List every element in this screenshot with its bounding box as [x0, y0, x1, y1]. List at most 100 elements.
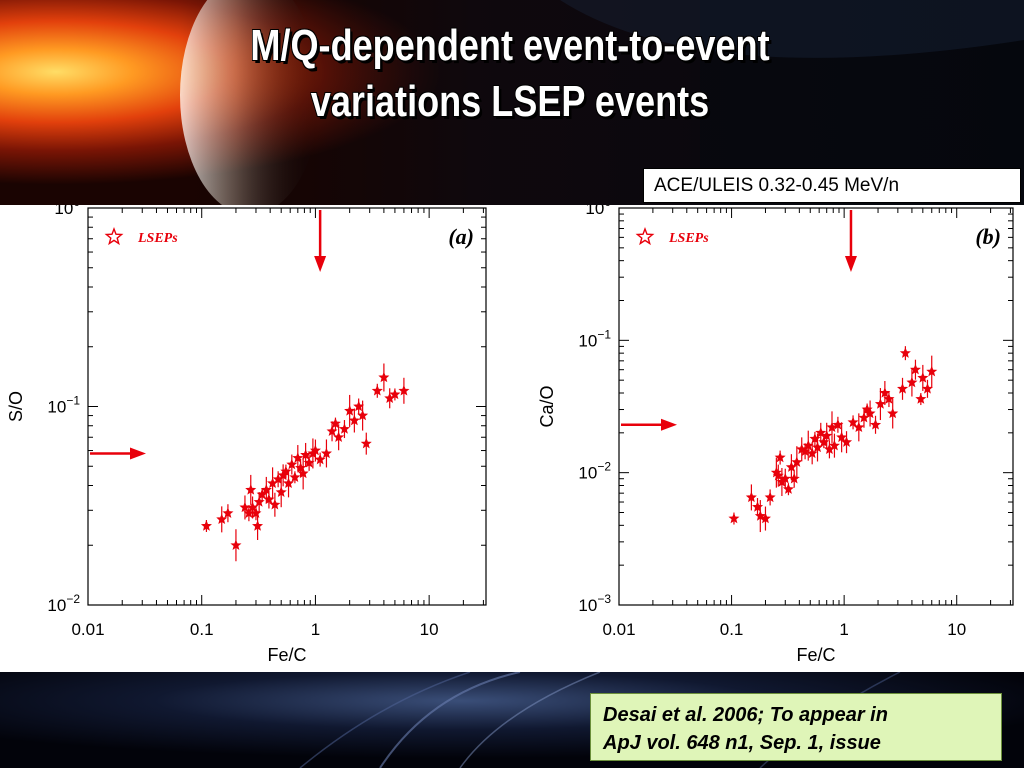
x-tick-label: 1: [311, 620, 320, 639]
data-point: [297, 467, 309, 479]
arrow-right-icon: [661, 418, 677, 431]
data-point: [300, 449, 312, 460]
data-point: [389, 388, 401, 400]
data-point: [320, 447, 332, 459]
data-point: [245, 484, 257, 495]
data-point: [906, 376, 918, 388]
data-point: [870, 419, 882, 430]
data-point: [289, 471, 301, 482]
data-point: [333, 431, 345, 442]
data-point: [806, 447, 818, 459]
plot-frame: [87, 207, 487, 606]
y-tick-label: 10−3: [578, 592, 611, 615]
y-tick-label: 100: [54, 205, 80, 218]
x-axis-label: Fe/C: [796, 645, 835, 665]
x-tick-label: 0.1: [190, 620, 214, 639]
y-tick-label: 10−2: [578, 460, 611, 483]
data-point: [260, 484, 272, 495]
data-point: [371, 385, 383, 396]
citation-box: Desai et al. 2006; To appear in ApJ vol.…: [590, 693, 1002, 761]
x-tick-label: 0.01: [602, 620, 635, 639]
y-axis-label: S/O: [6, 391, 26, 422]
data-point: [280, 465, 292, 477]
data-point: [909, 363, 921, 375]
data-point: [782, 483, 794, 494]
data-point: [230, 539, 242, 550]
data-point: [897, 382, 909, 394]
data-point: [326, 425, 338, 436]
legend-star-icon: [635, 227, 655, 246]
data-point: [926, 365, 938, 377]
data-point: [292, 452, 304, 463]
data-point: [809, 433, 821, 444]
arrow-down-icon: [844, 256, 857, 272]
legend-star-icon: [104, 227, 124, 246]
data-point: [921, 382, 933, 394]
data-point: [309, 444, 321, 456]
y-tick-label: 10−1: [47, 394, 80, 417]
data-point: [728, 512, 740, 524]
data-point: [821, 430, 833, 441]
chart-panel-b: 0.01 0.1 1 10 100 10−1 10−2 10−3 Fe/C Ca/O LSEPs (b…: [537, 205, 1014, 665]
data-point: [759, 512, 771, 524]
data-point: [788, 472, 800, 484]
data-point: [899, 347, 911, 358]
data-point: [378, 371, 390, 383]
arrow-down-icon: [314, 256, 327, 272]
data-point: [200, 520, 212, 531]
x-tick-label: 0.1: [720, 620, 744, 639]
chart-panel-a: 0.01 0.1 1 10 100 10−1 10−2 Fe/C S/O LSEPs (a): [6, 205, 487, 665]
citation-line-2: ApJ vol. 648 n1, Sep. 1, issue: [603, 732, 881, 754]
plot-frame: [618, 207, 1014, 606]
energy-range-label: ACE/ULEIS 0.32-0.45 MeV/n: [643, 168, 1021, 203]
plot-area: 0.01 0.1 1 10 100 10−1 10−2 Fe/C S/O LSEPs (a) 0.0…: [0, 205, 1024, 672]
data-point: [864, 407, 876, 419]
x-tick-label: 10: [947, 620, 966, 639]
data-point: [915, 393, 927, 404]
data-point: [348, 414, 360, 426]
data-point: [774, 451, 786, 463]
data-point: [286, 458, 298, 470]
citation-line-1: Desai et al. 2006; To appear in: [603, 704, 888, 726]
data-point: [314, 453, 326, 465]
data-point: [841, 436, 853, 447]
data-point: [847, 416, 859, 428]
data-point: [828, 439, 840, 451]
x-tick-label: 10: [420, 620, 439, 639]
panel-label: (b): [975, 224, 1001, 249]
y-tick-label: 10−2: [47, 592, 80, 615]
x-tick-label: 0.01: [71, 620, 104, 639]
data-point: [836, 431, 848, 443]
legend-label: LSEPs: [668, 231, 709, 246]
data-point: [874, 398, 886, 409]
slide-title-line-1: M/Q-dependent event-to-event: [250, 21, 770, 70]
data-point: [754, 510, 766, 521]
data-point: [764, 491, 776, 503]
data-point: [253, 496, 265, 507]
y-axis-label: Ca/O: [537, 385, 557, 427]
data-point: [329, 417, 341, 429]
data-point: [269, 498, 281, 510]
y-tick-label: 100: [585, 205, 611, 218]
panel-label: (a): [448, 224, 474, 249]
data-point: [344, 405, 356, 416]
arrow-right-icon: [130, 447, 146, 460]
data-point: [745, 491, 757, 503]
data-point: [887, 407, 899, 419]
data-point: [357, 409, 369, 421]
data-point: [853, 421, 865, 433]
slide-title-line-2: variations LSEP events: [310, 77, 710, 126]
data-point: [216, 513, 228, 525]
data-point: [252, 520, 264, 531]
data-point: [283, 477, 295, 489]
x-tick-label: 1: [839, 620, 848, 639]
data-point: [398, 385, 410, 396]
data-point: [818, 436, 830, 447]
data-point: [917, 372, 929, 383]
solar-header-image: [0, 0, 1024, 205]
data-point: [222, 507, 234, 518]
y-tick-label: 10−1: [578, 327, 611, 350]
data-point: [883, 393, 895, 404]
legend-label: LSEPs: [137, 231, 178, 246]
data-point: [360, 437, 372, 449]
